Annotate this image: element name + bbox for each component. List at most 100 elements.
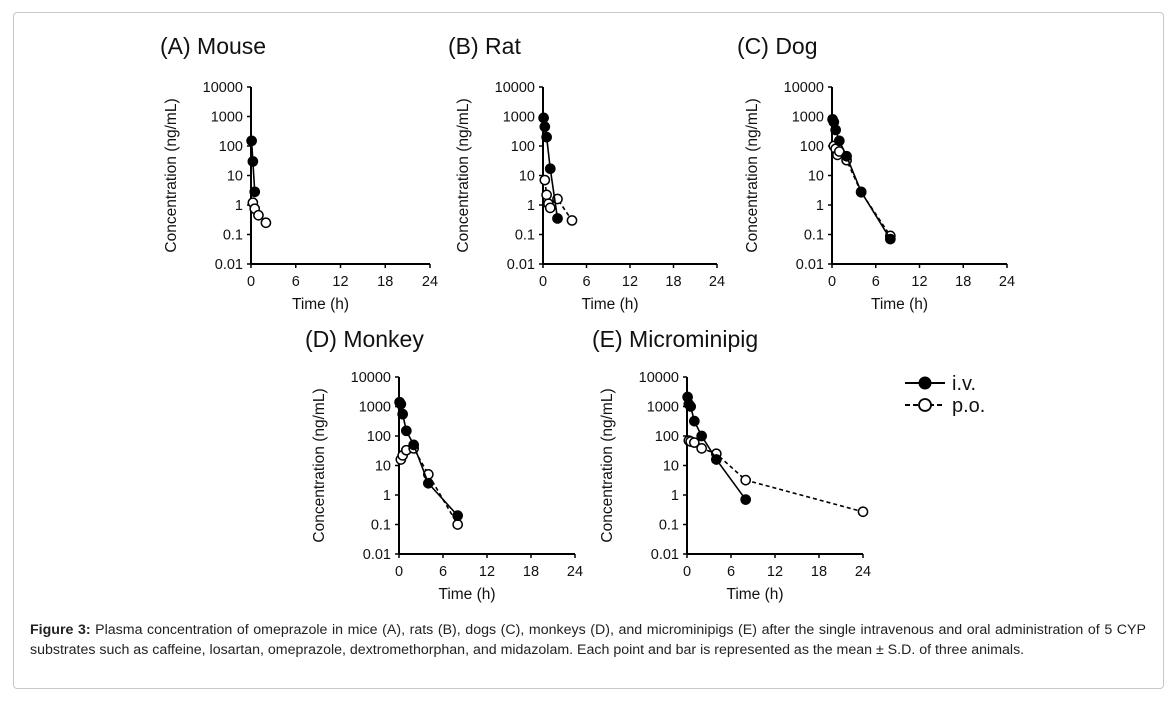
- x-tick-label: 0: [539, 274, 547, 290]
- y-tick-label: 1000: [359, 400, 391, 416]
- x-tick-label: 18: [665, 274, 681, 290]
- data-point: [710, 454, 722, 465]
- y-tick-label: 10: [519, 169, 535, 185]
- x-tick-label: 6: [582, 274, 590, 290]
- data-point: [884, 233, 896, 245]
- y-axis-label: Concentration (ng/mL): [599, 388, 616, 542]
- x-tick-label: 18: [377, 274, 393, 290]
- data-point: [246, 135, 257, 147]
- x-tick-label: 0: [395, 564, 403, 580]
- data-point: [539, 121, 551, 133]
- panel-title: (A) Mouse: [160, 33, 266, 59]
- data-point: [740, 494, 752, 505]
- series-iv: [827, 114, 896, 245]
- y-axis-label: Concentration (ng/mL): [744, 98, 761, 252]
- data-point: [452, 510, 464, 521]
- x-tick-label: 24: [855, 564, 871, 580]
- y-tick-label: 10: [375, 459, 391, 475]
- data-point: [685, 401, 697, 412]
- y-tick-label: 10: [663, 459, 679, 475]
- data-point: [552, 213, 563, 224]
- x-tick-label: 0: [828, 274, 836, 290]
- panel-brat: (B) Rat 0.01 0.1 1 10 100 1000 10000 0 6 12 18 24 Tim…: [448, 33, 725, 313]
- x-tick-label: 18: [523, 564, 539, 580]
- series-line: [686, 396, 747, 501]
- legend-po-label: p.o.: [952, 395, 985, 417]
- y-tick-label: 0.1: [371, 518, 391, 534]
- y-tick-label: 0.01: [796, 257, 824, 273]
- y-tick-label: 10000: [639, 370, 679, 386]
- y-tick-label: 0.01: [651, 547, 679, 563]
- data-point: [260, 217, 272, 229]
- data-point: [857, 506, 869, 518]
- y-tick-label: 100: [511, 139, 535, 155]
- y-tick-label: 0.1: [223, 228, 243, 244]
- figure-caption: Figure 3: Plasma concentration of omepra…: [30, 620, 1146, 660]
- x-tick-label: 6: [439, 564, 447, 580]
- y-tick-label: 0.01: [215, 257, 243, 273]
- y-axis-label: Concentration (ng/mL): [311, 388, 328, 542]
- panel-emicrominipig: (E) Microminipig 0.01 0.1 1 10 100 1000 10000 0 6…: [592, 326, 871, 603]
- y-tick-label: 1: [235, 198, 243, 214]
- series-iv: [394, 396, 464, 521]
- y-tick-label: 100: [655, 429, 679, 445]
- x-tick-label: 12: [479, 564, 495, 580]
- panel-cdog: (C) Dog 0.01 0.1 1 10 100 1000 10000 0 6 12 18 24 Tim…: [737, 33, 1015, 313]
- series-po: [683, 435, 869, 518]
- data-point: [422, 477, 434, 489]
- x-tick-label: 18: [811, 564, 827, 580]
- y-axis-label: Concentration (ng/mL): [163, 98, 180, 252]
- data-point: [400, 425, 412, 437]
- legend: i.v.p.o.: [905, 373, 985, 417]
- y-tick-label: 10000: [203, 80, 243, 96]
- x-tick-label: 12: [332, 274, 348, 290]
- x-tick-label: 0: [683, 564, 691, 580]
- series-po: [539, 174, 578, 226]
- y-axis-label: Concentration (ng/mL): [455, 98, 472, 252]
- panel-amouse: (A) Mouse 0.01 0.1 1 10 100 1000 10000 0 6 12 18 24 T…: [160, 33, 438, 313]
- data-point: [740, 474, 752, 486]
- data-point: [539, 174, 551, 186]
- panel-title: (B) Rat: [448, 33, 521, 59]
- data-point: [544, 202, 556, 214]
- x-tick-label: 12: [622, 274, 638, 290]
- y-tick-label: 1: [816, 198, 824, 214]
- x-axis-label: Time (h): [292, 296, 349, 313]
- y-tick-label: 10000: [784, 80, 824, 96]
- y-tick-label: 1000: [503, 110, 535, 126]
- x-tick-label: 24: [422, 274, 438, 290]
- y-tick-label: 1: [671, 488, 679, 504]
- y-tick-label: 1000: [647, 400, 679, 416]
- data-point: [249, 186, 261, 198]
- data-point: [544, 163, 556, 175]
- y-tick-label: 100: [800, 139, 824, 155]
- data-point: [397, 408, 409, 420]
- y-tick-label: 0.1: [515, 228, 535, 244]
- data-point: [696, 430, 708, 442]
- x-tick-label: 6: [727, 564, 735, 580]
- y-tick-label: 1: [383, 488, 391, 504]
- series-po: [247, 197, 272, 229]
- legend-iv-label: i.v.: [952, 373, 976, 395]
- y-tick-label: 0.01: [363, 547, 391, 563]
- series-iv: [246, 135, 261, 198]
- legend-po-marker: [918, 398, 932, 412]
- data-point: [538, 112, 549, 124]
- y-tick-label: 1000: [211, 110, 243, 126]
- caption-text: Plasma concentration of omeprazole in mi…: [30, 622, 1146, 658]
- x-tick-label: 24: [709, 274, 725, 290]
- y-tick-label: 0.01: [507, 257, 535, 273]
- data-point: [408, 439, 420, 451]
- y-tick-label: 10: [227, 169, 243, 185]
- y-tick-label: 1: [527, 198, 535, 214]
- y-tick-label: 100: [367, 429, 391, 445]
- data-point: [833, 135, 845, 147]
- y-tick-label: 0.1: [659, 518, 679, 534]
- x-axis-label: Time (h): [581, 296, 638, 313]
- x-tick-label: 24: [999, 274, 1015, 290]
- series-iv: [538, 112, 563, 224]
- x-tick-label: 12: [767, 564, 783, 580]
- data-point: [452, 519, 464, 530]
- panel-title: (D) Monkey: [305, 326, 424, 352]
